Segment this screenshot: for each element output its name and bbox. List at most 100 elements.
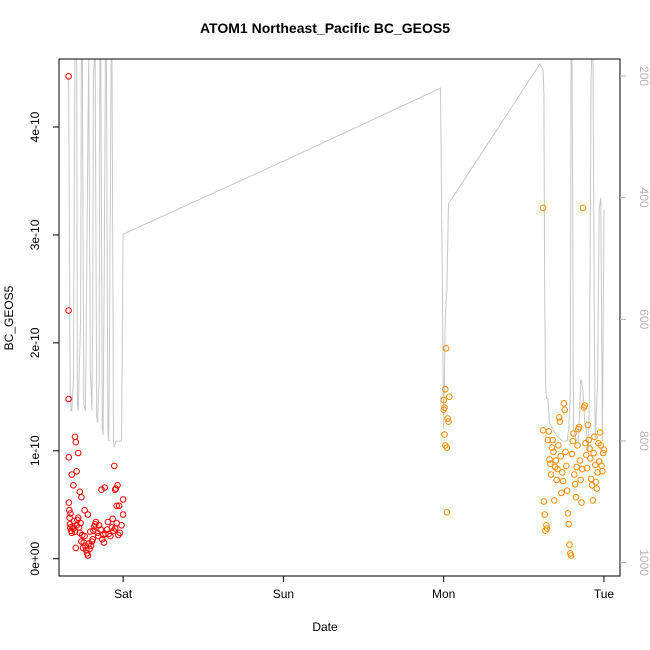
data-point-series-2 (590, 449, 597, 457)
data-point-series-2 (575, 423, 583, 431)
data-point-series-2 (589, 497, 597, 504)
x-tick-label: Tue (594, 587, 615, 601)
data-point-series-2 (581, 402, 589, 409)
data-point-series-1 (68, 529, 76, 537)
data-point-series-1 (107, 532, 114, 540)
data-point-series-2 (585, 436, 593, 444)
data-point-series-2 (549, 436, 557, 444)
data-point-series-2 (553, 476, 561, 484)
data-point-series-2 (600, 446, 608, 454)
data-point-series-1 (68, 471, 76, 478)
y-left-tick-label: 1e-10 (28, 435, 42, 466)
data-point-series-1 (65, 73, 72, 80)
data-point-series-1 (73, 468, 80, 475)
data-point-series-1 (81, 506, 88, 514)
x-tick-label: Mon (432, 587, 455, 601)
data-point-series-1 (65, 395, 72, 403)
x-axis-label: Date (312, 620, 338, 634)
data-point-series-1 (87, 542, 95, 550)
data-point-series-2 (577, 476, 585, 484)
data-point-series-2 (559, 477, 567, 485)
data-point-series-1 (78, 493, 85, 501)
data-point-series-1 (84, 511, 92, 518)
data-point-series-2 (442, 345, 450, 352)
data-point-series-2 (560, 400, 568, 407)
data-point-series-1 (72, 544, 80, 552)
data-point-series-2 (440, 396, 448, 404)
data-point-series-2 (591, 433, 598, 441)
data-point-series-2 (550, 448, 557, 456)
data-point-series-1 (113, 502, 120, 510)
y-right-tick-label: 1000 (637, 549, 650, 576)
data-point-series-1 (87, 528, 94, 536)
y-right-tick-label: 600 (637, 309, 650, 329)
data-point-series-2 (544, 436, 552, 444)
data-point-series-2 (443, 444, 451, 451)
data-point-series-2 (446, 393, 453, 401)
data-point-series-2 (579, 204, 587, 212)
data-point-series-2 (441, 431, 448, 438)
data-point-series-2 (572, 493, 580, 501)
data-point-series-2 (444, 415, 452, 422)
data-point-series-2 (551, 497, 558, 504)
y-left-tick-label: 3e-10 (28, 219, 42, 250)
data-point-series-2 (563, 462, 570, 470)
data-point-series-2 (578, 499, 585, 506)
data-point-series-2 (599, 468, 606, 475)
data-point-series-2 (545, 428, 553, 435)
data-point-series-1 (67, 510, 74, 517)
data-point-series-1 (108, 524, 116, 531)
data-point-series-2 (584, 421, 592, 429)
y-left-tick-label: 2e-10 (28, 327, 42, 358)
data-point-series-1 (77, 519, 84, 527)
data-point-series-2 (543, 522, 550, 529)
data-point-series-1 (74, 449, 82, 457)
data-point-series-1 (118, 522, 125, 529)
y-right-tick-label: 800 (637, 431, 650, 451)
data-point-series-2 (597, 442, 605, 449)
data-point-series-1 (66, 514, 73, 522)
data-point-series-2 (539, 427, 547, 434)
data-point-series-2 (570, 430, 577, 437)
data-point-series-2 (599, 449, 607, 457)
y-right-tick-label: 400 (637, 188, 650, 208)
data-point-series-2 (540, 498, 548, 505)
data-point-series-2 (596, 429, 604, 436)
data-point-series-1 (98, 486, 105, 494)
x-tick-label: Sat (114, 587, 133, 601)
data-point-series-2 (592, 478, 600, 486)
data-point-series-2 (554, 465, 561, 473)
data-point-series-1 (115, 502, 123, 510)
data-point-series-2 (555, 442, 562, 449)
data-point-series-2 (562, 448, 569, 456)
data-point-series-1 (95, 532, 102, 540)
y-right-tick-label: 200 (637, 66, 650, 86)
data-point-series-2 (564, 510, 572, 517)
data-point-series-2 (547, 471, 555, 478)
data-point-series-2 (587, 475, 595, 483)
data-point-series-1 (100, 539, 108, 546)
data-point-series-2 (588, 482, 596, 489)
data-point-series-2 (571, 481, 579, 488)
y-left-tick-label: 4e-10 (28, 111, 42, 142)
data-point-series-1 (76, 488, 84, 496)
data-point-series-1 (88, 538, 96, 545)
data-point-series-1 (119, 511, 127, 518)
data-point-series-2 (441, 404, 448, 411)
data-point-series-2 (543, 525, 551, 532)
data-point-series-2 (579, 465, 586, 473)
data-point-series-1 (86, 545, 93, 553)
data-point-series-2 (574, 442, 581, 449)
data-point-series-1 (97, 526, 104, 533)
data-point-series-2 (442, 386, 449, 393)
data-point-series-2 (593, 485, 601, 492)
plot-frame (58, 58, 621, 577)
data-point-series-1 (119, 496, 127, 503)
data-point-series-2 (583, 464, 591, 472)
data-point-series-2 (559, 469, 566, 476)
data-point-series-1 (99, 536, 106, 543)
pressure-line (68, 59, 605, 454)
data-point-series-2 (573, 463, 581, 471)
